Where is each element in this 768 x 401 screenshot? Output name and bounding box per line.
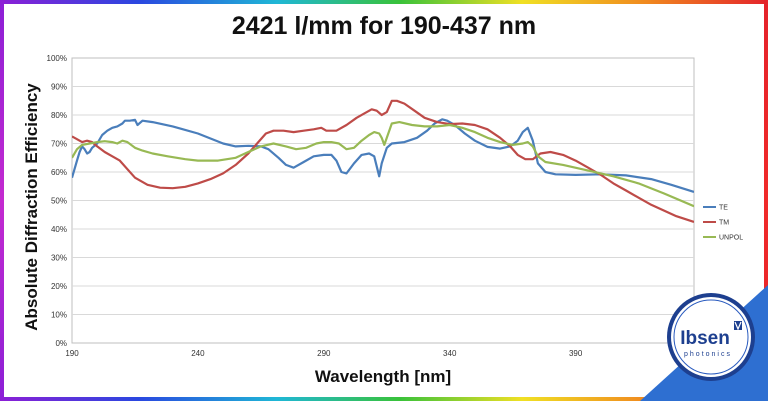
x-tick-label: 240 xyxy=(191,349,205,358)
border-left xyxy=(0,0,4,401)
x-tick-label: 390 xyxy=(569,349,583,358)
legend-label-tm: TM xyxy=(719,220,729,227)
series-line-te xyxy=(72,118,694,193)
x-tick-labels: 190 240 290 340 390 xyxy=(65,349,583,358)
y-tick-label: 50% xyxy=(51,197,67,206)
series-lines xyxy=(72,99,694,223)
x-tick-label: 290 xyxy=(317,349,331,358)
ibsen-logo: Ibsen photonics xyxy=(667,293,755,381)
y-tick-label: 90% xyxy=(51,83,67,92)
y-tick-label: 20% xyxy=(51,282,67,291)
y-tick-label: 60% xyxy=(51,168,67,177)
x-tick-label: 190 xyxy=(65,349,79,358)
logo-mark-icon xyxy=(734,321,742,330)
y-tick-label: 100% xyxy=(47,54,67,63)
y-tick-label: 80% xyxy=(51,111,67,120)
legend: TE TM UNPOL xyxy=(703,205,743,242)
legend-label-te: TE xyxy=(719,205,728,212)
series-line-tm xyxy=(72,99,694,223)
y-tick-labels: 0% 10% 20% 30% 40% 50% 60% 70% 80% 90% 100% xyxy=(47,54,67,348)
border-bottom xyxy=(0,397,768,401)
y-tick-label: 30% xyxy=(51,254,67,263)
y-tick-label: 70% xyxy=(51,140,67,149)
y-tick-label: 0% xyxy=(55,339,67,348)
y-axis-title: Absolute Diffraction Efficiency xyxy=(22,83,41,331)
x-tick-label: 340 xyxy=(443,349,457,358)
series-line-unpol xyxy=(72,121,694,208)
logo-tagline: photonics xyxy=(684,351,732,358)
y-tick-label: 40% xyxy=(51,225,67,234)
border-right xyxy=(764,0,768,401)
logo-name: Ibsen xyxy=(680,328,730,349)
chart-title: 2421 l/mm for 190-437 nm xyxy=(231,12,537,40)
x-axis-title: Wavelength [nm] xyxy=(315,367,451,386)
border-top xyxy=(0,0,768,4)
legend-label-unpol: UNPOL xyxy=(719,235,743,242)
y-tick-label: 10% xyxy=(51,311,67,320)
